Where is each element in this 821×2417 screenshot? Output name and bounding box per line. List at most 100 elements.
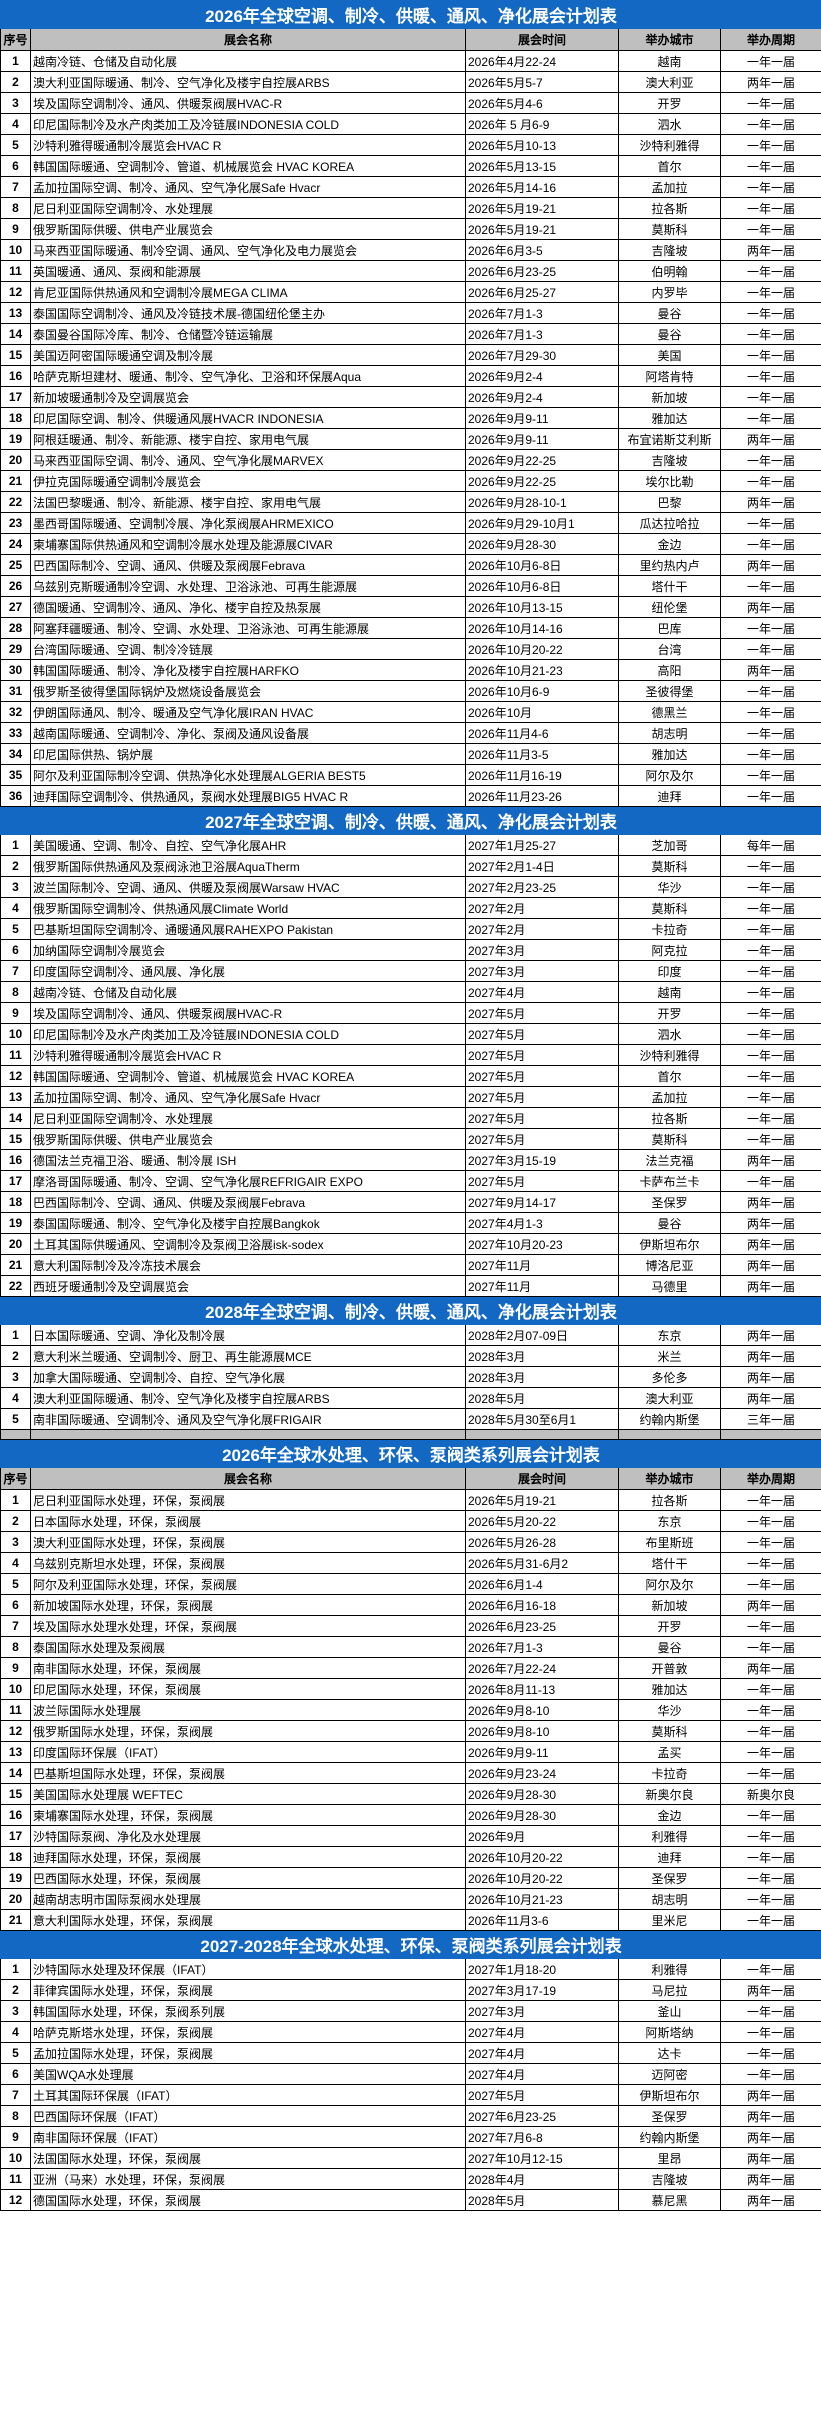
table-row[interactable]: 7 孟加拉国际空调、制冷、通风、空气净化展Safe Hvacr 2026年5月14-…	[0, 176, 821, 198]
table-row[interactable]: 10 印尼国际水处理，环保，泵阀展 2026年8月11-13 雅加达 一年一届	[0, 1678, 821, 1700]
table-row[interactable]: 17 新加坡暖通制冷及空调展览会 2026年9月2-4 新加坡 一年一届	[0, 386, 821, 408]
table-row[interactable]: 22 法国巴黎暖通、制冷、新能源、楼宇自控、家用电气展 2026年9月28-10-1…	[0, 491, 821, 513]
table-row[interactable]: 13 印度国际环保展（IFAT） 2026年9月9-11 孟买 一年一届	[0, 1741, 821, 1763]
table-row[interactable]: 3 加拿大国际暖通、空调制冷、自控、空气净化展 2028年3月 多伦多 两年一届	[0, 1366, 821, 1388]
table-row[interactable]: 7 埃及国际水处理水处理，环保，泵阀展 2026年6月23-25 开罗 一年一届	[0, 1615, 821, 1637]
table-row[interactable]: 36 迪拜国际空调制冷、供热通风，泵阀水处理展BIG5 HVAC R 2026年11…	[0, 785, 821, 807]
table-row[interactable]: 20 越南胡志明市国际泵阀水处理展 2026年10月21-23 胡志明 一年一届	[0, 1888, 821, 1910]
table-row[interactable]: 13 孟加拉国际空调、制冷、通风、空气净化展Safe Hvacr 2027年5月 孟加…	[0, 1086, 821, 1108]
table-row[interactable]: 31 俄罗斯圣彼得堡国际锅炉及燃烧设备展览会 2026年10月6-9 圣彼得堡 一年一届	[0, 680, 821, 702]
table-row[interactable]: 17 摩洛哥国际暖通、制冷、空调、空气净化展REFRIGAIR EXPO 2027年…	[0, 1170, 821, 1192]
table-row[interactable]: 35 阿尔及利亚国际制冷空调、供热净化水处理展ALGERIA BEST5 2026年…	[0, 764, 821, 786]
table-row[interactable]: 12 俄罗斯国际水处理，环保，泵阀展 2026年9月8-10 莫斯科 一年一届	[0, 1720, 821, 1742]
table-row[interactable]: 3 波兰国际制冷、空调、通风、供暖及泵阀展Warsaw HVAC 2027年2月23…	[0, 876, 821, 898]
table-row[interactable]: 10 马来西亚国际暖通、制冷空调、通风、空气净化及电力展览会 2026年6月3-5 吉…	[0, 239, 821, 261]
table-row[interactable]: 8 越南冷链、仓储及自动化展 2027年4月 越南 一年一届	[0, 981, 821, 1003]
table-row[interactable]: 2 俄罗斯国际供热通风及泵阀泳池卫浴展AquaTherm 2027年2月1-4日 莫斯…	[0, 855, 821, 877]
table-row[interactable]: 9 俄罗斯国际供暖、供电产业展览会 2026年5月19-21 莫斯科 一年一届	[0, 218, 821, 240]
table-row[interactable]: 15 俄罗斯国际供暖、供电产业展览会 2027年5月 莫斯科 一年一届	[0, 1128, 821, 1150]
cell-exhibition-date: 2026年6月16-18	[465, 1594, 619, 1616]
table-row[interactable]: 18 迪拜国际水处理，环保，泵阀展 2026年10月20-22 迪拜 一年一届	[0, 1846, 821, 1868]
table-row[interactable]: 18 印尼国际空调、制冷、供暖通风展HVACR INDONESIA 2026年9月9…	[0, 407, 821, 429]
table-row[interactable]: 28 阿塞拜疆暖通、制冷、空调、水处理、卫浴泳池、可再生能源展 2026年10月14…	[0, 617, 821, 639]
table-row[interactable]: 8 泰国国际水处理及泵阀展 2026年7月1-3 曼谷 一年一届	[0, 1636, 821, 1658]
table-row[interactable]: 13 泰国国际空调制冷、通风及冷链技术展-德国纽伦堡主办 2026年7月1-3 曼谷一…	[0, 302, 821, 324]
table-row[interactable]: 5 孟加拉国际水处理，环保，泵阀展 2027年4月 达卡 一年一届	[0, 2042, 821, 2064]
table-row[interactable]: 11 亚洲（马来）水处理，环保，泵阀展 2028年4月 吉隆坡 两年一届	[0, 2168, 821, 2190]
table-row[interactable]: 34 印尼国际供热、锅炉展 2026年11月3-5 雅加达 一年一届	[0, 743, 821, 765]
table-row[interactable]: 3 韩国国际水处理，环保，泵阀系列展 2027年3月 釜山 一年一届	[0, 2000, 821, 2022]
table-row[interactable]: 29 台湾国际暖通、空调、制冷冷链展 2026年10月20-22 台湾 一年一届	[0, 638, 821, 660]
table-row[interactable]: 19 巴西国际水处理，环保，泵阀展 2026年10月20-22 圣保罗 一年一届	[0, 1867, 821, 1889]
table-row[interactable]: 20 马来西亚国际空调、制冷、通风、空气净化展MARVEX 2026年9月22-25…	[0, 449, 821, 471]
table-row[interactable]: 8 巴西国际环保展（IFAT） 2027年6月23-25 圣保罗 两年一届	[0, 2105, 821, 2127]
table-row[interactable]: 30 韩国国际暖通、制冷、净化及楼宇自控展HARFKO 2026年10月21-23 高…	[0, 659, 821, 681]
table-row[interactable]: 14 尼日利亚国际空调制冷、水处理展 2027年5月 拉各斯 一年一届	[0, 1107, 821, 1129]
table-row[interactable]: 9 南非国际水处理，环保，泵阀展 2026年7月22-24 开普敦 两年一届	[0, 1657, 821, 1679]
table-row[interactable]: 1 日本国际暖通、空调、净化及制冷展 2028年2月07-09日 东京 两年一届	[0, 1324, 821, 1346]
table-row[interactable]: 12 韩国国际暖通、空调制冷、管道、机械展览会 HVAC KOREA 2027年5月…	[0, 1065, 821, 1087]
table-row[interactable]: 11 英国暖通、通风、泵阀和能源展 2026年6月23-25 伯明翰 一年一届	[0, 260, 821, 282]
table-row[interactable]: 23 墨西哥国际暖通、空调制冷展、净化泵阀展AHRMEXICO 2026年9月29-…	[0, 512, 821, 534]
table-row[interactable]: 18 巴西国际制冷、空调、通风、供暖及泵阀展Febrava 2027年9月14-17…	[0, 1191, 821, 1213]
cell-host-city: 台湾	[618, 638, 721, 660]
table-row[interactable]: 16 德国法兰克福卫浴、暖通、制冷展 ISH 2027年3月15-19 法兰克福 两年一…	[0, 1149, 821, 1171]
table-row[interactable]: 33 越南国际暖通、空调制冷、净化、泵阀及通风设备展 2026年11月4-6 胡志明一…	[0, 722, 821, 744]
table-row[interactable]: 6 韩国国际暖通、空调制冷、管道、机械展览会 HVAC KOREA 2026年5月1…	[0, 155, 821, 177]
table-row[interactable]: 22 西班牙暖通制冷及空调展览会 2027年11月 马德里 两年一届	[0, 1275, 821, 1297]
table-row[interactable]: 11 波兰际国际水处理展 2026年9月8-10 华沙 一年一届	[0, 1699, 821, 1721]
table-row[interactable]: 5 阿尔及利亚国际水处理，环保，泵阀展 2026年6月1-4 阿尔及尔 一年一届	[0, 1573, 821, 1595]
table-row[interactable]: 10 法国国际水处理，环保，泵阀展 2027年10月12-15 里昂 两年一届	[0, 2147, 821, 2169]
table-row[interactable]: 4 澳大利亚国际暖通、制冷、空气净化及楼宇自控展ARBS 2028年5月 澳大利亚 两年…	[0, 1387, 821, 1409]
table-row[interactable]: 5 巴基斯坦国际空调制冷、通暖通风展RAHEXPO Pakistan 2027年2月…	[0, 918, 821, 940]
table-row[interactable]: 9 埃及国际空调制冷、通风、供暖泵阀展HVAC-R 2027年5月 开罗 一年一届	[0, 1002, 821, 1024]
table-row[interactable]: 4 俄罗斯国际空调制冷、供热通风展Climate World 2027年2月 莫斯科一…	[0, 897, 821, 919]
table-row[interactable]: 6 加纳国际空调制冷展览会 2027年3月 阿克拉 一年一届	[0, 939, 821, 961]
table-row[interactable]: 16 哈萨克斯坦建材、暖通、制冷、空气净化、卫浴和环保展Aqua 2026年9月2-…	[0, 365, 821, 387]
table-row[interactable]: 16 柬埔寨国际水处理，环保，泵阀展 2026年9月28-30 金边 一年一届	[0, 1804, 821, 1826]
table-row[interactable]: 25 巴西国际制冷、空调、通风、供暖及泵阀展Febrava 2026年10月6-8日…	[0, 554, 821, 576]
column-header-date: 展会时间	[465, 1467, 619, 1490]
table-row[interactable]: 7 印度国际空调制冷、通风展、净化展 2027年3月 印度 一年一届	[0, 960, 821, 982]
table-row[interactable]: 1 尼日利亚国际水处理，环保，泵阀展 2026年5月19-21 拉各斯 一年一届	[0, 1489, 821, 1511]
table-row[interactable]: 6 美国WQA水处理展 2027年4月 迈阿密 一年一届	[0, 2063, 821, 2085]
table-row[interactable]: 5 沙特利雅得暖通制冷展览会HVAC R 2026年5月10-13 沙特利雅得 一年一届	[0, 134, 821, 156]
table-row[interactable]: 32 伊朗国际通风、制冷、暖通及空气净化展IRAN HVAC 2026年10月 德黑兰…	[0, 701, 821, 723]
table-row[interactable]: 14 泰国曼谷国际冷库、制冷、仓储暨冷链运输展 2026年7月1-3 曼谷 一年一届	[0, 323, 821, 345]
table-row[interactable]: 2 菲律宾国际水处理，环保，泵阀展 2027年3月17-19 马尼拉 两年一届	[0, 1979, 821, 2001]
table-row[interactable]: 3 埃及国际空调制冷、通风、供暖泵阀展HVAC-R 2026年5月4-6 开罗 一年一届	[0, 92, 821, 114]
table-row[interactable]: 14 巴基斯坦国际水处理，环保，泵阀展 2026年9月23-24 卡拉奇 一年一届	[0, 1762, 821, 1784]
table-row[interactable]: 8 尼日利亚国际空调制冷、水处理展 2026年5月19-21 拉各斯 一年一届	[0, 197, 821, 219]
table-row[interactable]: 3 澳大利亚国际水处理，环保，泵阀展 2026年5月26-28 布里斯班 一年一届	[0, 1531, 821, 1553]
table-row[interactable]: 1 越南冷链、仓储及自动化展 2026年4月22-24 越南 一年一届	[0, 50, 821, 72]
table-row[interactable]: 7 土耳其国际环保展（IFAT） 2027年5月 伊斯坦布尔 两年一届	[0, 2084, 821, 2106]
table-row[interactable]: 1 沙特国际水处理及环保展（IFAT） 2027年1月18-20 利雅得 一年一届	[0, 1958, 821, 1980]
table-row[interactable]: 5 南非国际暖通、空调制冷、通风及空气净化展FRIGAIR 2028年5月30至6月…	[0, 1408, 821, 1430]
table-row[interactable]: 9 南非国际环保展（IFAT） 2027年7月6-8 约翰内斯堡 两年一届	[0, 2126, 821, 2148]
table-row[interactable]: 1 美国暖通、空调、制冷、自控、空气净化展AHR 2027年1月25-27 芝加哥 每年…	[0, 834, 821, 856]
table-row[interactable]: 21 伊拉克国际暖通空调制冷展览会 2026年9月22-25 埃尔比勒 一年一届	[0, 470, 821, 492]
table-row[interactable]: 19 泰国国际暖通、制冷、空气净化及楼宇自控展Bangkok 2027年4月1-3 曼…	[0, 1212, 821, 1234]
table-row[interactable]: 20 土耳其国际供暖通风、空调制冷及泵阀卫浴展isk-sodex 2027年10月2…	[0, 1233, 821, 1255]
table-row[interactable]: 26 乌兹别克斯暖通制冷空调、水处理、卫浴泳池、可再生能源展 2026年10月6-8…	[0, 575, 821, 597]
table-row[interactable]: 4 哈萨克斯塔水处理，环保，泵阀展 2027年4月 阿斯塔纳 一年一届	[0, 2021, 821, 2043]
table-row[interactable]: 17 沙特国际泵阀、净化及水处理展 2026年9月 利雅得 一年一届	[0, 1825, 821, 1847]
table-row[interactable]: 4 乌兹别克斯坦水处理，环保，泵阀展 2026年5月31-6月2 塔什干 一年一届	[0, 1552, 821, 1574]
table-row[interactable]: 12 德国国际水处理，环保，泵阀展 2028年5月 慕尼黑 两年一届	[0, 2189, 821, 2211]
table-row[interactable]: 2 意大利米兰暖通、空调制冷、厨卫、再生能源展MCE 2028年3月 米兰 两年一届	[0, 1345, 821, 1367]
table-row[interactable]: 12 肯尼亚国际供热通风和空调制冷展MEGA CLIMA 2026年6月25-27 内…	[0, 281, 821, 303]
table-row[interactable]: 2 日本国际水处理，环保，泵阀展 2026年5月20-22 东京 一年一届	[0, 1510, 821, 1532]
cell-exhibition-date: 2026年7月1-3	[465, 1636, 619, 1658]
table-row[interactable]: 27 德国暖通、空调制冷、通风、净化、楼宇自控及热泵展 2026年10月13-15 纽…	[0, 596, 821, 618]
table-row[interactable]: 15 美国国际水处理展 WEFTEC 2026年9月28-30 新奥尔良 新奥尔良	[0, 1783, 821, 1805]
table-row[interactable]: 10 印尼国际制冷及水产肉类加工及冷链展INDONESIA COLD 2027年5月…	[0, 1023, 821, 1045]
table-row[interactable]: 2 澳大利亚国际暖通、制冷、空气净化及楼宇自控展ARBS 2026年5月5-7 澳大利…	[0, 71, 821, 93]
table-row[interactable]: 19 阿根廷暖通、制冷、新能源、楼宇自控、家用电气展 2026年9月9-11 布宜诺斯…	[0, 428, 821, 450]
table-row[interactable]: 24 柬埔寨国际供热通风和空调制冷展水处理及能源展CIVAR 2026年9月28-3…	[0, 533, 821, 555]
table-row[interactable]: 11 沙特利雅得暖通制冷展览会HVAC R 2027年5月 沙特利雅得 一年一届	[0, 1044, 821, 1066]
table-row[interactable]: 15 美国迈阿密国际暖通空调及制冷展 2026年7月29-30 美国 一年一届	[0, 344, 821, 366]
table-row[interactable]: 4 印尼国际制冷及水产肉类加工及冷链展INDONESIA COLD 2026年 5 …	[0, 113, 821, 135]
table-row[interactable]: 6 新加坡国际水处理，环保，泵阀展 2026年6月16-18 新加坡 两年一届	[0, 1594, 821, 1616]
table-row[interactable]: 21 意大利国际制冷及冷冻技术展会 2027年11月 博洛尼亚 两年一届	[0, 1254, 821, 1276]
table-row[interactable]: 21 意大利国际水处理，环保，泵阀展 2026年11月3-6 里米尼 一年一届	[0, 1909, 821, 1931]
